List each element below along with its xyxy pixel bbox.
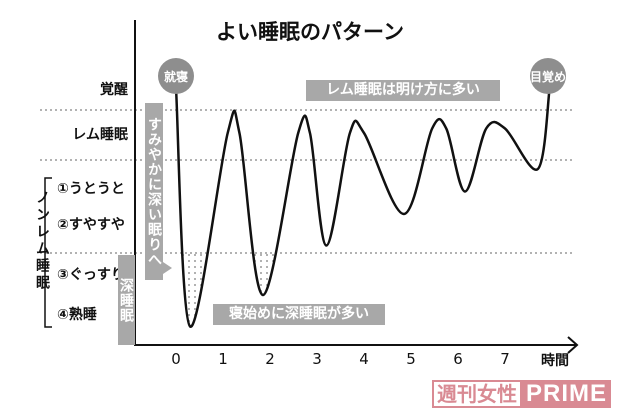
x-axis-arrow (567, 336, 579, 354)
x-tick-7: 7 (500, 350, 510, 368)
x-tick-3: 3 (312, 350, 322, 368)
level-dividers (40, 109, 575, 254)
wake-up-badge: 目覚め (530, 58, 566, 94)
deep-note: 寝始めに深睡眠が多い (213, 304, 385, 325)
logo: 週刊女性 PRIME (432, 380, 612, 408)
x-tick-1: 1 (218, 350, 228, 368)
level-rem: レム睡眠 (72, 127, 128, 143)
deep-sleep-label: 深睡眠 (118, 255, 135, 345)
level-stage4: ④熟睡 (57, 307, 97, 323)
x-tick-0: 0 (171, 350, 181, 368)
x-tick-6: 6 (453, 350, 463, 368)
level-stage3: ③ぐっすり (57, 267, 125, 283)
sleep-start-badge: 就寝 (158, 58, 194, 94)
nonrem-label: ノンレム睡眠 (34, 190, 50, 292)
logo-part1: 週刊女性 (432, 380, 522, 408)
level-stage1: ①うとうと (57, 181, 125, 197)
x-axis-label: 時間 (541, 353, 569, 369)
x-tick-5: 5 (406, 350, 416, 368)
logo-part2: PRIME (522, 380, 612, 408)
deep-sleep-dots (182, 254, 276, 327)
x-tick-4: 4 (359, 350, 369, 368)
nonrem-bracket (44, 177, 52, 328)
level-wake: 覚醒 (100, 82, 128, 98)
quick-deep-label: すみやかに深い眠りへ (145, 103, 163, 280)
level-stage2: ②すやすや (57, 217, 125, 233)
x-tick-2: 2 (265, 350, 275, 368)
pointer-arrow (163, 262, 172, 274)
sleep-curve (174, 87, 551, 328)
chart-title: よい睡眠のパターン (216, 20, 404, 44)
rem-note: レム睡眠は明け方に多い (306, 80, 500, 101)
